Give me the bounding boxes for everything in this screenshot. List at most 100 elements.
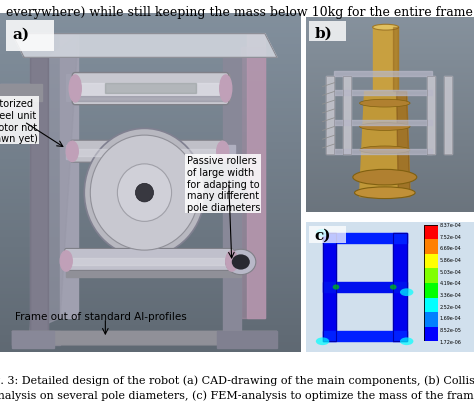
Polygon shape — [393, 233, 407, 342]
Polygon shape — [360, 92, 410, 197]
Polygon shape — [0, 85, 30, 112]
FancyBboxPatch shape — [6, 21, 54, 52]
Ellipse shape — [316, 229, 329, 237]
Ellipse shape — [360, 100, 410, 108]
FancyBboxPatch shape — [72, 73, 229, 106]
Polygon shape — [343, 77, 351, 154]
FancyBboxPatch shape — [65, 249, 233, 271]
Text: Motorized
wheel unit
(motor not
drawn yet): Motorized wheel unit (motor not drawn ye… — [0, 99, 38, 144]
Polygon shape — [75, 97, 226, 102]
Polygon shape — [217, 331, 277, 348]
Text: analysis on several pole diameters, (c) FEM-analysis to optimize the mass of the: analysis on several pole diameters, (c) … — [0, 389, 474, 400]
Ellipse shape — [66, 142, 78, 162]
FancyBboxPatch shape — [71, 141, 224, 163]
Polygon shape — [393, 28, 398, 92]
Text: 2.52e-04: 2.52e-04 — [439, 304, 461, 309]
Polygon shape — [30, 58, 48, 331]
Text: 1.72e-06: 1.72e-06 — [439, 339, 461, 344]
Text: a): a) — [12, 28, 29, 42]
Ellipse shape — [69, 76, 81, 103]
Ellipse shape — [232, 255, 250, 270]
Polygon shape — [30, 58, 48, 331]
Bar — [424, 225, 438, 240]
Polygon shape — [444, 77, 452, 154]
Text: Fig. 3: Detailed design of the robot (a) CAD-drawing of the main components, (b): Fig. 3: Detailed design of the robot (a)… — [0, 374, 474, 385]
FancyBboxPatch shape — [309, 227, 346, 243]
Polygon shape — [373, 28, 398, 92]
Text: 8.52e-05: 8.52e-05 — [439, 327, 461, 333]
Polygon shape — [72, 149, 223, 157]
Polygon shape — [12, 35, 277, 58]
Text: c): c) — [314, 228, 331, 242]
Ellipse shape — [400, 337, 413, 345]
Polygon shape — [223, 58, 241, 331]
Polygon shape — [60, 35, 78, 318]
Ellipse shape — [390, 285, 397, 290]
Ellipse shape — [353, 170, 417, 186]
Polygon shape — [210, 75, 229, 102]
Text: 4.19e-04: 4.19e-04 — [439, 281, 461, 286]
Polygon shape — [12, 331, 60, 345]
Ellipse shape — [360, 124, 410, 131]
Ellipse shape — [90, 136, 199, 250]
Polygon shape — [30, 35, 78, 331]
Polygon shape — [322, 233, 407, 243]
Polygon shape — [12, 331, 24, 345]
Bar — [424, 312, 438, 327]
Polygon shape — [66, 258, 232, 265]
Polygon shape — [322, 233, 336, 342]
Ellipse shape — [373, 25, 399, 31]
Bar — [424, 327, 438, 342]
Text: 6.69e-04: 6.69e-04 — [439, 246, 461, 251]
Bar — [424, 298, 438, 312]
Polygon shape — [334, 150, 432, 154]
Polygon shape — [66, 254, 241, 267]
Polygon shape — [427, 77, 435, 154]
Bar — [424, 269, 438, 283]
Text: b): b) — [314, 26, 332, 40]
Text: 8.37e-04: 8.37e-04 — [439, 222, 461, 227]
Ellipse shape — [60, 251, 72, 272]
Ellipse shape — [84, 129, 205, 257]
Polygon shape — [66, 264, 241, 277]
Polygon shape — [75, 83, 226, 95]
Polygon shape — [66, 75, 84, 102]
Ellipse shape — [217, 142, 229, 162]
Ellipse shape — [226, 251, 238, 272]
Ellipse shape — [316, 337, 329, 345]
Ellipse shape — [355, 187, 415, 199]
Bar — [424, 283, 438, 298]
Ellipse shape — [333, 285, 339, 290]
Polygon shape — [326, 77, 334, 154]
Polygon shape — [334, 72, 432, 77]
Text: Frame out of standard Al-profiles: Frame out of standard Al-profiles — [15, 311, 187, 321]
Text: 5.86e-04: 5.86e-04 — [439, 257, 461, 263]
Ellipse shape — [220, 76, 232, 103]
Ellipse shape — [136, 184, 154, 202]
Polygon shape — [334, 91, 432, 96]
Polygon shape — [334, 120, 432, 125]
Text: 1.69e-04: 1.69e-04 — [439, 316, 461, 321]
Polygon shape — [12, 331, 277, 345]
Polygon shape — [322, 331, 407, 342]
Polygon shape — [247, 35, 265, 318]
Text: 5.03e-04: 5.03e-04 — [439, 269, 461, 274]
Polygon shape — [322, 282, 407, 292]
Polygon shape — [105, 83, 196, 94]
Bar — [424, 254, 438, 269]
Ellipse shape — [360, 147, 410, 155]
Polygon shape — [66, 146, 235, 160]
Polygon shape — [12, 331, 54, 348]
Ellipse shape — [118, 164, 172, 222]
Text: everywhere) while still keeping the mass below 10kg for the entire frame.: everywhere) while still keeping the mass… — [6, 6, 474, 19]
FancyBboxPatch shape — [309, 22, 346, 42]
Text: 7.52e-04: 7.52e-04 — [439, 234, 461, 239]
Polygon shape — [241, 48, 265, 318]
Bar — [424, 240, 438, 254]
Ellipse shape — [400, 289, 413, 297]
Polygon shape — [397, 92, 410, 197]
Text: Passive rollers
of large width
for adapting to
many different
pole diameters: Passive rollers of large width for adapt… — [187, 156, 260, 212]
Polygon shape — [0, 85, 42, 102]
Ellipse shape — [226, 249, 256, 275]
Text: 3.36e-04: 3.36e-04 — [439, 292, 461, 297]
